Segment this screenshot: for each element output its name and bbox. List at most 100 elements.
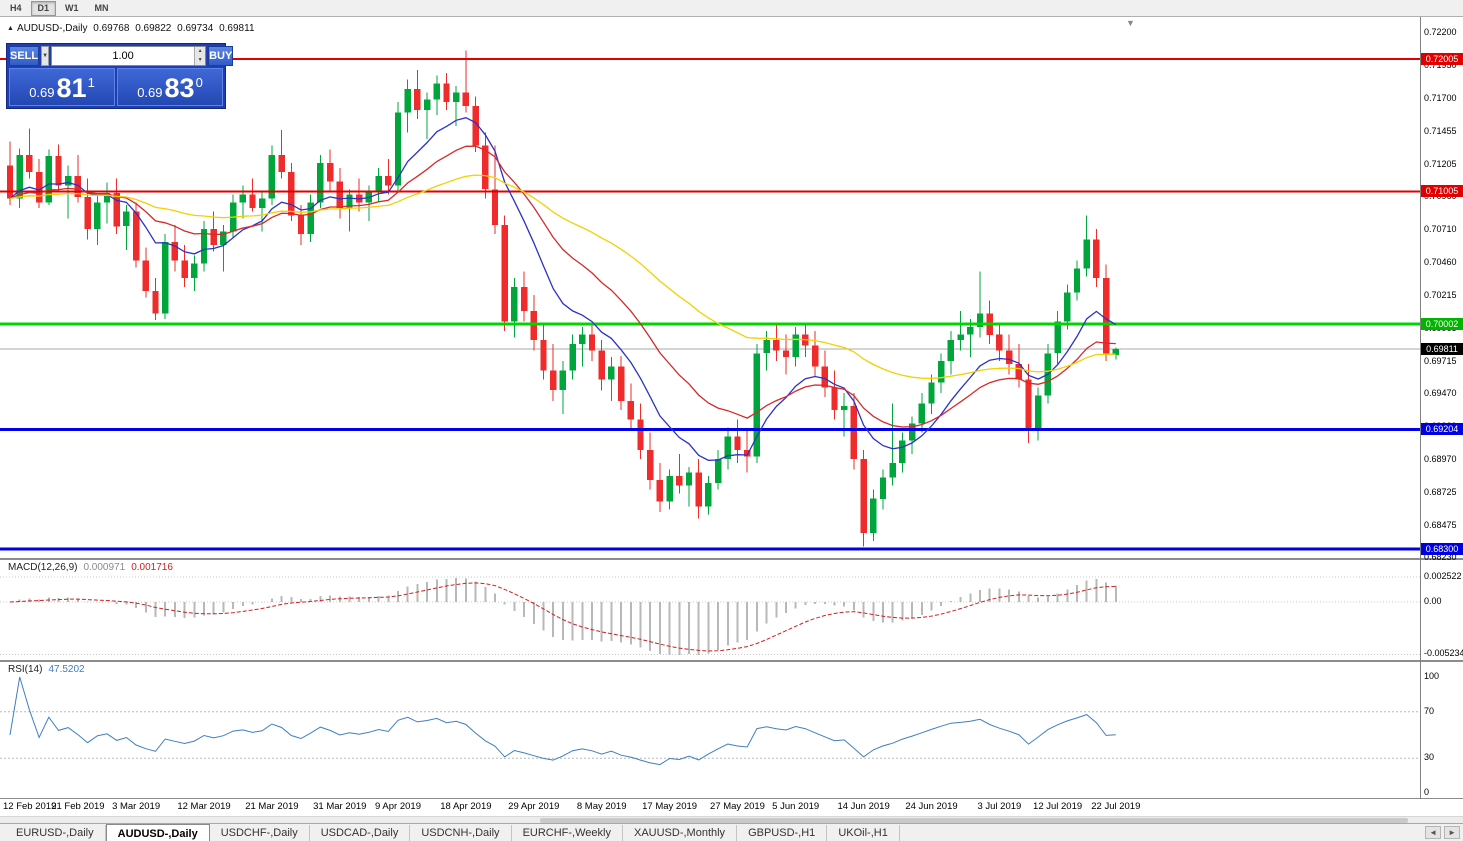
- macd-indicator-canvas[interactable]: [0, 560, 1420, 660]
- sell-price-display[interactable]: 0.69 81 1: [9, 68, 115, 106]
- buy-button[interactable]: BUY: [208, 46, 234, 66]
- time-axis-label: 12 Mar 2019: [177, 801, 231, 812]
- price-axis-tick: 0.68725: [1424, 486, 1457, 497]
- timeframe-button-h4[interactable]: H4: [3, 1, 29, 16]
- price-axis-tick: 0.69470: [1424, 388, 1457, 399]
- price-axis-tick: 0.68475: [1424, 519, 1457, 530]
- timeframe-button-w1[interactable]: W1: [58, 1, 86, 16]
- sell-price-prefix: 0.69: [29, 85, 55, 100]
- time-axis-label: 18 Apr 2019: [440, 801, 492, 812]
- macd-axis-tick: 0.00: [1424, 596, 1442, 606]
- time-axis-label: 29 Apr 2019: [508, 801, 560, 812]
- pane-separator[interactable]: [0, 660, 1463, 662]
- time-axis-label: 27 May 2019: [710, 801, 765, 812]
- chart-tab-audusd-daily[interactable]: AUDUSD-,Daily: [105, 824, 210, 841]
- tab-scroll-left-button[interactable]: ◄: [1425, 826, 1442, 839]
- price-axis-tick: 0.71950: [1424, 60, 1457, 71]
- chart-tab-usdcad-daily[interactable]: USDCAD-,Daily: [310, 825, 411, 841]
- rsi-axis-tick: 70: [1424, 705, 1435, 716]
- sell-price-main: 81: [56, 73, 87, 103]
- price-level-badge: 0.71005: [1421, 185, 1463, 198]
- time-axis-label: 12 Feb 2019: [3, 801, 57, 812]
- volume-input[interactable]: [52, 47, 195, 65]
- time-axis-label: 21 Mar 2019: [245, 801, 299, 812]
- rsi-name: RSI(14): [8, 664, 43, 675]
- price-level-badge: 0.72005: [1421, 53, 1463, 65]
- price-axis-tick: 0.70215: [1424, 289, 1457, 300]
- pane-separator: [0, 798, 1463, 799]
- symbol-name: AUDUSD-,Daily: [16, 23, 88, 34]
- time-axis-label: 24 Jun 2019: [905, 801, 958, 812]
- price-axis-tick: 0.69715: [1424, 355, 1457, 366]
- rsi-axis-tick: 100: [1424, 671, 1440, 681]
- price-axis-tick: 0.70460: [1424, 257, 1457, 268]
- time-axis-label: 14 Jun 2019: [837, 801, 890, 812]
- macd-axis-tick: 0.002522: [1424, 570, 1462, 581]
- rsi-indicator-canvas[interactable]: [0, 662, 1420, 798]
- scrollbar-thumb[interactable]: [540, 818, 1408, 823]
- rsi-label: RSI(14) 47.5202: [8, 664, 85, 675]
- price-axis-tick: 0.71455: [1424, 125, 1457, 136]
- timeframe-button-d1[interactable]: D1: [30, 0, 57, 16]
- chart-tab-ukoil-h1[interactable]: UKOil-,H1: [827, 825, 900, 841]
- chart-tab-usdchf-daily[interactable]: USDCHF-,Daily: [210, 825, 310, 841]
- chart-tab-gbpusd-h1[interactable]: GBPUSD-,H1: [737, 825, 828, 841]
- timeframe-button-mn[interactable]: MN: [88, 1, 116, 16]
- timeframe-toolbar: H4 D1 W1 MN: [0, 0, 1463, 17]
- price-axis-tick: 0.72200: [1424, 27, 1457, 38]
- time-axis-label: 17 May 2019: [642, 801, 698, 812]
- volume-field: ▲ ▼: [51, 46, 207, 66]
- buy-price-prefix: 0.69: [137, 85, 163, 100]
- current-bid-badge: 0.69811: [1421, 343, 1463, 356]
- symbol-ohlc-label: ▲ AUDUSD-,Daily 0.69768 0.69822 0.69734 0…: [7, 23, 258, 34]
- rsi-value: 47.5202: [48, 664, 85, 675]
- time-axis-label: 5 Jun 2019: [772, 801, 820, 812]
- macd-label: MACD(12,26,9) 0.000971 0.001716: [8, 562, 173, 573]
- horizontal-scrollbar[interactable]: [0, 816, 1463, 823]
- time-axis: 12 Feb 2019 21 Feb 2019 3 Mar 2019 12 Mar 2…: [0, 799, 1420, 816]
- sell-price-sup: 1: [87, 75, 95, 90]
- macd-main-value: 0.000971: [83, 562, 126, 573]
- time-axis-label: 22 Jul 2019: [1091, 801, 1141, 812]
- chart-tab-usdcnh-daily[interactable]: USDCNH-,Daily: [410, 825, 512, 841]
- volume-increase-button[interactable]: ▲: [194, 47, 206, 56]
- macd-axis-tick: -0.005234: [1424, 648, 1463, 659]
- time-axis-label: 21 Feb 2019: [51, 801, 105, 812]
- buy-price-display[interactable]: 0.69 83 0: [117, 68, 223, 106]
- price-level-badge: 0.68300: [1421, 542, 1463, 555]
- one-click-trading-panel: SELL ▼ ▲ ▼ BUY 0.69 81 1 0.69 83 0: [6, 43, 234, 109]
- macd-name: MACD(12,26,9): [8, 562, 78, 573]
- price-axis-separator: [1420, 17, 1421, 799]
- sell-button[interactable]: SELL: [9, 46, 40, 66]
- ohlc-open: 0.69768: [93, 23, 130, 34]
- price-axis-tick: 0.68230: [1424, 552, 1457, 563]
- price-axis-tick: 0.71205: [1424, 158, 1457, 169]
- chart-tab-eurusd-daily[interactable]: EURUSD-,Daily: [5, 825, 106, 841]
- price-axis-tick: 0.71700: [1424, 93, 1457, 104]
- tab-scroll-right-button[interactable]: ►: [1444, 826, 1460, 839]
- ohlc-high: 0.69822: [135, 23, 172, 34]
- time-axis-label: 9 Apr 2019: [375, 801, 421, 812]
- time-axis-label: 8 May 2019: [576, 801, 627, 812]
- price-chart-canvas[interactable]: [0, 17, 1420, 558]
- chart-tab-bar: EURUSD-,Daily AUDUSD-,Daily USDCHF-,Daily U…: [0, 823, 1463, 841]
- time-axis-label: 31 Mar 2019: [313, 801, 367, 812]
- pane-separator[interactable]: [0, 558, 1463, 560]
- price-axis-tick: 0.70710: [1424, 224, 1457, 235]
- chart-shift-marker-icon[interactable]: ▼: [1126, 18, 1135, 28]
- volume-dropdown-button[interactable]: ▼: [41, 46, 50, 66]
- chart-tab-eurchf-weekly[interactable]: EURCHF-,Weekly: [512, 825, 623, 841]
- rsi-axis-tick: 0: [1424, 787, 1430, 797]
- rsi-axis-tick: 30: [1424, 752, 1435, 763]
- macd-signal-value: 0.001716: [131, 562, 173, 573]
- time-axis-label: 3 Jul 2019: [977, 801, 1022, 812]
- time-axis-label: 3 Mar 2019: [112, 801, 161, 812]
- price-axis: 0.722000.719500.717000.714550.712050.709…: [1421, 0, 1463, 816]
- price-axis-tick: 0.68970: [1424, 454, 1457, 465]
- volume-decrease-button[interactable]: ▼: [194, 56, 206, 65]
- indicator-collapse-arrow-icon[interactable]: ▲: [7, 25, 14, 32]
- ohlc-low: 0.69734: [177, 23, 214, 34]
- chart-tab-xauusd-monthly[interactable]: XAUUSD-,Monthly: [623, 825, 738, 841]
- buy-price-sup: 0: [195, 75, 203, 90]
